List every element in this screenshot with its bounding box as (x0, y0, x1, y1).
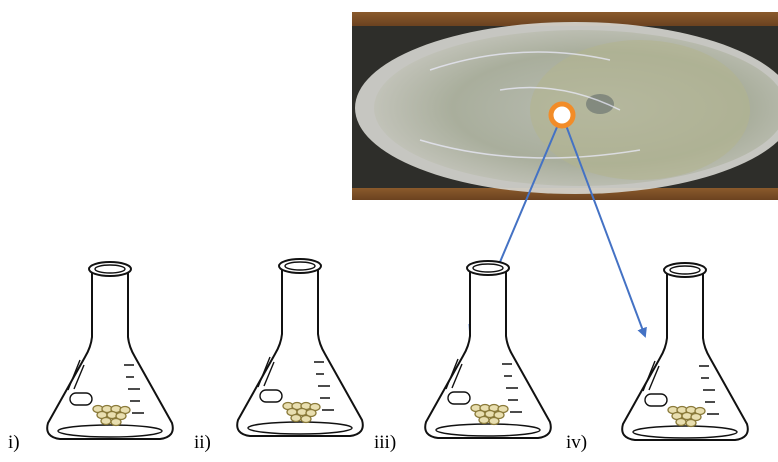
flask-label: iv) (566, 432, 587, 453)
flask-label: iii) (374, 432, 396, 453)
flask (47, 262, 173, 439)
flask-label: ii) (194, 432, 211, 453)
flask-label: i) (8, 432, 20, 453)
flask (622, 263, 748, 440)
sample-point (551, 104, 573, 126)
diagram: i) ii) iii) iv) (0, 0, 778, 457)
flask (237, 259, 363, 436)
flask (425, 261, 551, 438)
